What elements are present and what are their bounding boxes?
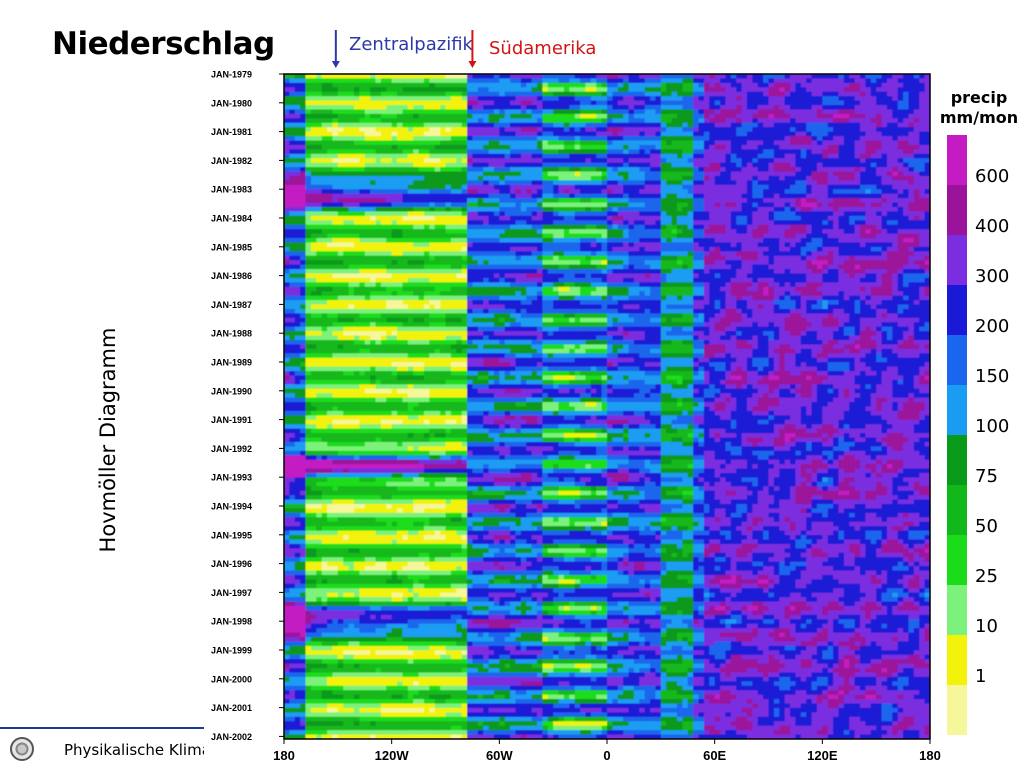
- x-tick-label: 120W: [375, 748, 410, 763]
- y-tick-label: JAN-1995: [211, 530, 252, 540]
- y-tick-label: JAN-1993: [211, 473, 252, 483]
- institute-logo-icon: [10, 737, 34, 761]
- colorbar-label: 1: [975, 666, 986, 687]
- footer-text: Physikalische Klima: [64, 741, 204, 759]
- y-tick-label: JAN-2002: [211, 732, 252, 742]
- colorbar-swatch: [947, 135, 967, 185]
- colorbar-label: 300: [975, 266, 1009, 287]
- heatmap-field: [284, 74, 930, 739]
- colorbar-swatch: [947, 685, 967, 735]
- x-tick-label: 60W: [486, 748, 513, 763]
- colorbar-label: 25: [975, 566, 998, 587]
- y-tick-label: JAN-1991: [211, 415, 252, 425]
- y-tick-label: JAN-1986: [211, 271, 252, 281]
- colorbar-swatch: [947, 185, 967, 235]
- y-tick-label: JAN-1984: [211, 214, 252, 224]
- x-tick-label: 180: [273, 748, 295, 763]
- x-tick-label: 0: [603, 748, 610, 763]
- y-tick-label: JAN-1979: [211, 70, 252, 80]
- annotation-arrow-head: [331, 61, 340, 68]
- colorbar-swatch: [947, 335, 967, 385]
- y-tick-label: JAN-1981: [211, 127, 252, 137]
- annotation-zentralpazifik: Zentralpazifik: [349, 34, 473, 55]
- y-tick-label: JAN-1992: [211, 444, 252, 454]
- footer: Physikalische Klima: [0, 727, 204, 768]
- y-tick-label: JAN-1987: [211, 300, 252, 310]
- colorbar-swatch: [947, 285, 967, 335]
- y-tick-label: JAN-1996: [211, 559, 252, 569]
- x-tick-label: 60E: [703, 748, 726, 763]
- colorbar-swatch: [947, 585, 967, 635]
- colorbar-label: 100: [975, 416, 1009, 437]
- y-tick-label: JAN-1989: [211, 358, 252, 368]
- colorbar-label: 400: [975, 216, 1009, 237]
- colorbar-swatch: [947, 235, 967, 285]
- y-tick-label: JAN-1982: [211, 156, 252, 166]
- annotation-arrow-head: [468, 61, 477, 68]
- colorbar-swatch: [947, 635, 967, 685]
- colorbar-label: 50: [975, 516, 998, 537]
- y-tick-label: JAN-1994: [211, 502, 252, 512]
- y-tick-label: JAN-2000: [211, 674, 252, 684]
- colorbar-label: 600: [975, 166, 1009, 187]
- y-tick-label: JAN-1998: [211, 617, 252, 627]
- footer-line: [0, 727, 204, 729]
- colorbar-label: 75: [975, 466, 998, 487]
- colorbar-title-line1: precip: [950, 88, 1008, 107]
- annotation-suedamerika: Südamerika: [489, 38, 597, 59]
- y-tick-label: JAN-1988: [211, 329, 252, 339]
- colorbar: 600 400 300 200 150 100 75 50 25 10 1: [947, 135, 1009, 735]
- colorbar-label: 200: [975, 316, 1009, 337]
- y-tick-label: JAN-1990: [211, 386, 252, 396]
- page-title: Niederschlag: [52, 26, 275, 62]
- y-tick-label: JAN-1997: [211, 588, 252, 598]
- colorbar-label: 10: [975, 616, 998, 637]
- colorbar-title-line2: mm/mon: [939, 108, 1019, 127]
- colorbar-swatch: [947, 535, 967, 585]
- colorbar-swatch: [947, 485, 967, 535]
- x-tick-label: 120E: [807, 748, 838, 763]
- annotation-arrows: [331, 30, 477, 68]
- x-tick-label: 180: [919, 748, 941, 763]
- colorbar-label: 150: [975, 366, 1009, 387]
- colorbar-title: precip mm/mon: [934, 88, 1024, 128]
- y-tick-label: JAN-1985: [211, 242, 252, 252]
- colorbar-swatch: [947, 385, 967, 435]
- y-tick-label: JAN-1980: [211, 98, 252, 108]
- y-tick-label: JAN-1983: [211, 185, 252, 195]
- y-tick-label: JAN-1999: [211, 646, 252, 656]
- y-tick-label: JAN-2001: [211, 703, 252, 713]
- colorbar-swatch: [947, 435, 967, 485]
- y-axis: JAN-1979 JAN-1980 JAN-1981 JAN-1982 JAN-1983…: [211, 70, 284, 742]
- x-axis: 180 120W 60W 0 60E 120E 180: [273, 739, 941, 763]
